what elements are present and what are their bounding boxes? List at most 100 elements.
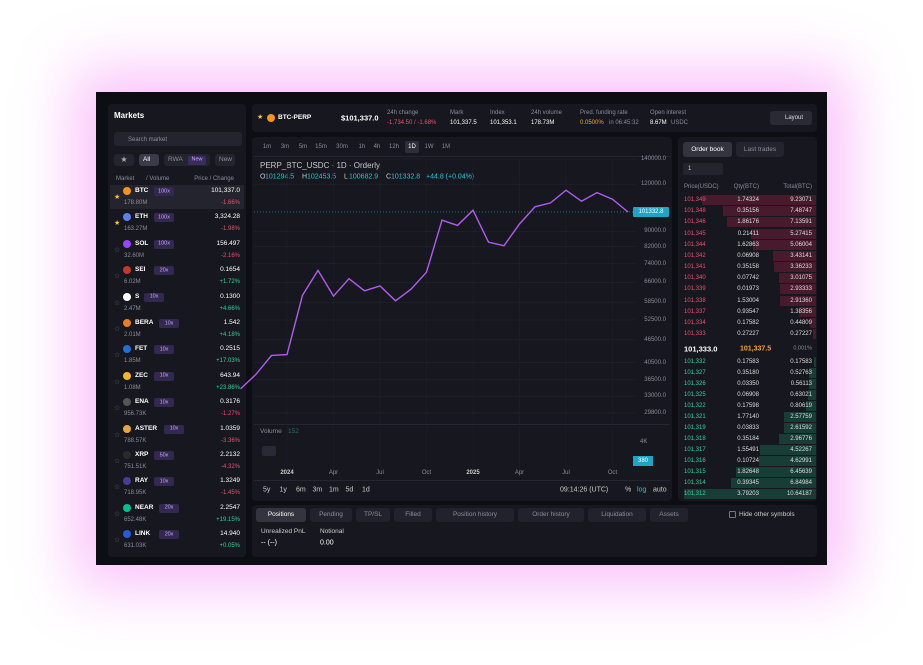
positions-tab[interactable] [356, 508, 390, 522]
depth-bar [773, 250, 816, 261]
search-box[interactable] [114, 132, 242, 146]
star-icon: ☆ [114, 273, 121, 281]
scale-option[interactable]: % [625, 486, 632, 494]
positions-tab[interactable] [436, 508, 514, 522]
positions-tab-label: TP/SL [363, 510, 383, 518]
positions-tab[interactable] [394, 508, 432, 522]
market-tab[interactable] [139, 154, 159, 166]
market-symbol: ZEC [135, 371, 148, 379]
positions-tab[interactable] [310, 508, 352, 522]
market-change: -3.36% [220, 437, 240, 444]
range-button[interactable]: 5y [263, 486, 271, 494]
field-value: -- (--) [261, 539, 277, 547]
layout-button[interactable] [770, 111, 812, 125]
ob-qty: 0.17598 [737, 403, 759, 409]
timeframe[interactable]: 1D [408, 144, 416, 150]
timeframe[interactable]: 30m [336, 144, 348, 150]
market-volume: 1.08M [124, 384, 141, 391]
depth-bar [784, 412, 816, 422]
field-value: 0.00 [320, 539, 334, 547]
ob-price: 101,318 [684, 436, 706, 442]
ob-total: 10.64187 [786, 491, 812, 497]
market-change: +19.15% [216, 516, 240, 523]
market-volume: 718.95K [124, 490, 147, 497]
market-tab[interactable] [215, 154, 235, 166]
scale-option[interactable]: auto [653, 486, 667, 494]
depth-bar [778, 273, 816, 284]
stat-value: -1,734.50 / -1.68% [387, 120, 437, 126]
timeframe[interactable]: 5m [298, 144, 308, 150]
leverage: 50x [159, 451, 169, 458]
timeframe[interactable]: 1h [358, 144, 366, 150]
depth-bar [701, 195, 816, 205]
range-button[interactable]: 1d [362, 486, 370, 494]
y-tick-label: 36500.0 [644, 376, 666, 383]
orderbook-tab[interactable] [683, 142, 732, 157]
timeframe[interactable]: 1W [424, 144, 434, 150]
range-button[interactable]: 1m [329, 486, 339, 494]
market-symbol: RAY [135, 477, 149, 485]
ob-price: 101,332 [684, 359, 706, 365]
favorites-tab[interactable]: ★ [114, 154, 134, 166]
leverage: 20x [159, 266, 169, 273]
coin-icon [123, 345, 131, 354]
positions-tab[interactable] [256, 508, 306, 522]
leverage-badge [154, 398, 174, 408]
market-change: -4.32% [220, 464, 240, 470]
market-volume: 32.60M [124, 252, 145, 259]
ob-total: 5.06004 [790, 241, 812, 248]
range-button[interactable]: 1y [279, 486, 287, 494]
positions-tab[interactable] [650, 508, 688, 522]
ob-qty: 0.10724 [737, 458, 759, 464]
scale-option[interactable]: log [637, 486, 647, 494]
header-panel [252, 104, 817, 132]
ob-total: 4.52267 [790, 447, 812, 453]
coin-icon [123, 319, 131, 327]
checkbox[interactable] [729, 511, 736, 518]
market-symbol: SEI [135, 265, 146, 273]
range-button[interactable]: 3m [312, 486, 323, 494]
market-change: +23.86% [216, 384, 240, 391]
range-button[interactable]: 6m [296, 486, 306, 494]
leverage: 10x [159, 372, 169, 379]
toolbar-divider [254, 156, 670, 157]
market-volume: 751.51K [124, 464, 147, 470]
stat-label: 24h volume [531, 110, 563, 116]
timeframe[interactable]: 1m [262, 144, 272, 150]
positions-tab[interactable] [518, 508, 584, 522]
timeframe[interactable]: 1M [441, 144, 451, 150]
market-price: 101,337.0 [211, 186, 240, 194]
market-symbol: NEAR [135, 503, 154, 511]
ob-total: 2.57759 [790, 414, 812, 420]
leverage-badge [154, 371, 174, 381]
depth-bar [774, 262, 816, 273]
orderbook-tab-label: Order book [691, 145, 724, 153]
timeframe[interactable]: 3m [280, 144, 290, 150]
depth-bar [723, 206, 816, 217]
y-tick-label: 74000.0 [644, 260, 666, 267]
ob-qty: 3.79203 [737, 491, 759, 497]
ob-total: 0.80619 [790, 403, 812, 409]
symbol-selector[interactable]: BTC-PERP [278, 113, 312, 121]
timeframe[interactable]: 15m [315, 144, 327, 150]
positions-tab[interactable] [588, 508, 646, 522]
ob-qty: 0.93547 [737, 308, 759, 315]
stat-note: in 06:45:32 [609, 120, 639, 126]
orderbook-tab[interactable] [736, 142, 784, 157]
x-tick-label: Jul [562, 470, 570, 476]
timeframe[interactable]: 12h [388, 144, 400, 150]
ob-total: 2.96776 [790, 436, 812, 442]
market-change: -2.16% [220, 252, 240, 259]
ob-total: 3.43141 [790, 252, 812, 259]
range-button[interactable]: 5d [345, 486, 354, 494]
precision-select[interactable] [683, 163, 723, 175]
ob-qty: 0.03350 [737, 381, 759, 387]
y-tick-label: 82000.0 [644, 243, 666, 250]
star-icon: ★ [114, 220, 121, 228]
coin-icon [123, 266, 131, 275]
ob-header: Price(USDC) [684, 184, 719, 190]
timeframe[interactable]: 4h [373, 144, 381, 150]
ohlc-key: L [344, 173, 348, 181]
ob-qty: 1.62863 [737, 241, 759, 248]
ob-total: 0.27227 [790, 331, 812, 338]
